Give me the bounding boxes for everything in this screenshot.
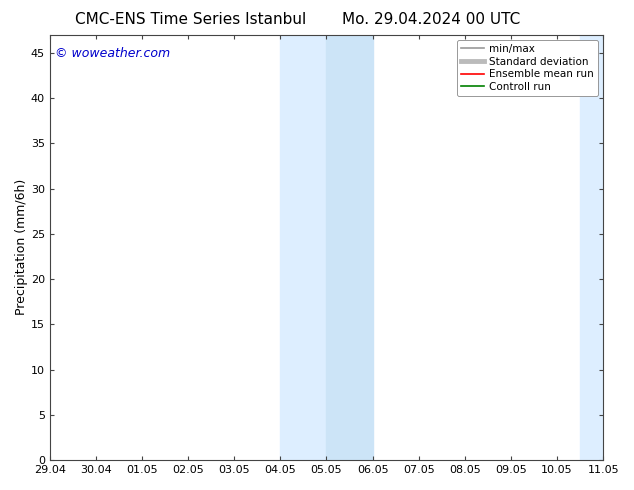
Bar: [280, 35, 327, 460]
Bar: [580, 35, 603, 460]
Text: © woweather.com: © woweather.com: [55, 48, 171, 60]
Text: Mo. 29.04.2024 00 UTC: Mo. 29.04.2024 00 UTC: [342, 12, 521, 27]
Legend: min/max, Standard deviation, Ensemble mean run, Controll run: min/max, Standard deviation, Ensemble me…: [456, 40, 598, 96]
Bar: [327, 35, 373, 460]
Text: CMC-ENS Time Series Istanbul: CMC-ENS Time Series Istanbul: [75, 12, 306, 27]
Y-axis label: Precipitation (mm/6h): Precipitation (mm/6h): [15, 179, 28, 316]
